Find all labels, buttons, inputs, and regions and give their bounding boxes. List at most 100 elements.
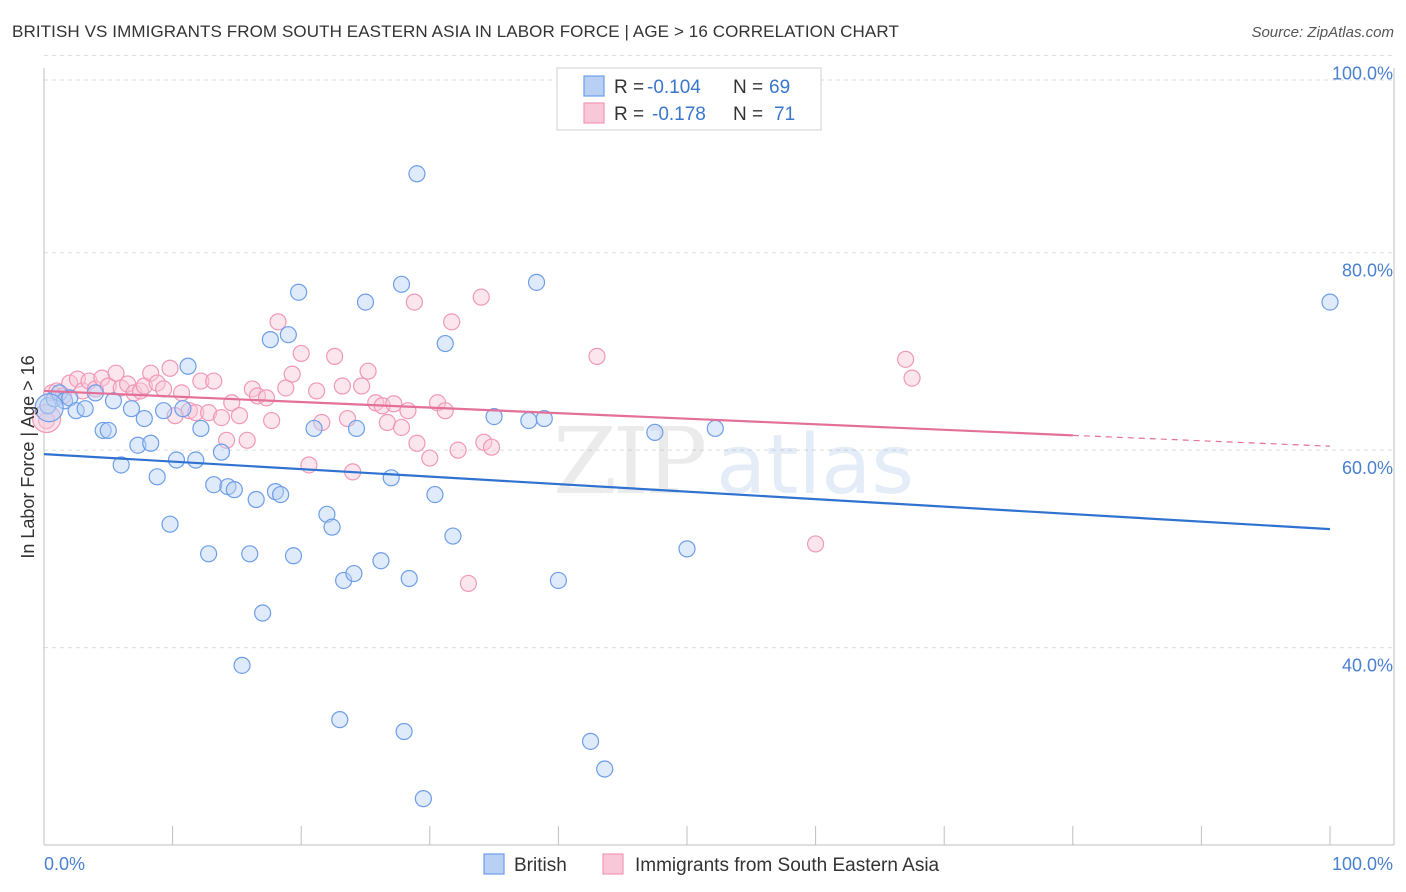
bottom-legend: British Immigrants from South Eastern As… bbox=[483, 853, 940, 876]
y-tick-label-80: 80.0% bbox=[1342, 261, 1393, 281]
y-tick-label-60: 60.0% bbox=[1342, 458, 1393, 478]
immigrants-point bbox=[472, 288, 490, 306]
british-point bbox=[272, 485, 290, 504]
immigrants-point bbox=[148, 374, 166, 392]
x-tick-label-100: 100.0% bbox=[1332, 854, 1393, 874]
british-point bbox=[200, 545, 218, 563]
legend-r-value-immigrants: -0.178 bbox=[652, 104, 706, 125]
y-tick-labels: 40.0% 60.0% 80.0% 100.0% bbox=[1332, 63, 1393, 675]
immigrants-point bbox=[230, 407, 249, 425]
british-point bbox=[549, 571, 568, 590]
series-british-points bbox=[34, 165, 1339, 808]
immigrants-point bbox=[459, 574, 477, 593]
british-point bbox=[345, 564, 363, 583]
immigrants-point bbox=[903, 369, 921, 387]
british-point bbox=[395, 722, 413, 741]
legend-n-value-british: 69 bbox=[769, 77, 790, 98]
immigrants-point bbox=[408, 434, 426, 452]
chart-title: BRITISH VS IMMIGRANTS FROM SOUTH EASTERN… bbox=[12, 22, 899, 41]
chart-source: Source: ZipAtlas.com bbox=[1251, 24, 1394, 41]
y-tick-label-40: 40.0% bbox=[1342, 656, 1393, 676]
immigrants-point bbox=[173, 384, 191, 402]
british-point bbox=[318, 505, 336, 523]
legend-n-value-immigrants: 71 bbox=[774, 104, 795, 125]
immigrants-point bbox=[353, 377, 371, 395]
british-point bbox=[527, 273, 546, 291]
british-point bbox=[99, 421, 117, 440]
immigrants-point bbox=[326, 347, 344, 365]
bottom-legend-label-british: British bbox=[514, 855, 567, 876]
axes bbox=[43, 68, 1395, 846]
british-point bbox=[261, 331, 279, 349]
legend: R = -0.104 N = 69 R = -0.178 N = 71 bbox=[556, 67, 822, 131]
british-point bbox=[323, 518, 341, 536]
british-point bbox=[233, 656, 251, 674]
immigrants-point bbox=[897, 350, 915, 368]
british-point bbox=[247, 490, 265, 509]
british-point bbox=[436, 334, 454, 353]
british-point bbox=[408, 165, 426, 183]
immigrants-point bbox=[205, 372, 223, 390]
british-point bbox=[347, 419, 366, 438]
british-point bbox=[205, 476, 223, 494]
immigrants-point bbox=[405, 293, 423, 311]
immigrants-point bbox=[161, 359, 179, 377]
immigrants-point bbox=[238, 431, 256, 449]
british-point bbox=[148, 468, 166, 486]
immigrants-point bbox=[192, 372, 210, 390]
british-point bbox=[241, 545, 259, 563]
british-point bbox=[225, 481, 243, 499]
immigrants-point bbox=[154, 380, 173, 398]
watermark-atlas: atlas bbox=[716, 418, 914, 513]
british-point bbox=[135, 409, 153, 428]
british-point bbox=[444, 527, 462, 545]
british-point bbox=[187, 451, 205, 469]
british-point bbox=[179, 357, 197, 375]
british-point bbox=[414, 790, 432, 808]
watermark: ZIP atlas bbox=[553, 408, 914, 515]
immigrants-point bbox=[269, 313, 287, 331]
immigrants-point bbox=[212, 408, 231, 427]
y-axis-label: In Labor Force | Age > 16 bbox=[18, 355, 38, 558]
british-point bbox=[535, 409, 553, 428]
british-point bbox=[279, 326, 297, 344]
immigrants-point bbox=[283, 365, 301, 383]
immigrants-point bbox=[482, 438, 501, 456]
british-point bbox=[122, 400, 141, 418]
british-point bbox=[382, 469, 400, 487]
british-point bbox=[76, 400, 94, 418]
immigrants-point bbox=[142, 364, 160, 382]
bottom-legend-label-immigrants: Immigrants from South Eastern Asia bbox=[635, 855, 940, 876]
british-point bbox=[254, 604, 272, 622]
legend-n-label-immigrants: N = bbox=[733, 104, 763, 125]
british-point bbox=[154, 402, 173, 420]
bottom-legend-swatch-british bbox=[483, 853, 505, 875]
british-point bbox=[706, 419, 724, 438]
legend-r-value-british: -0.104 bbox=[647, 77, 701, 98]
immigrants-point bbox=[180, 402, 198, 420]
x-tick-label-0: 0.0% bbox=[44, 854, 85, 874]
immigrants-point bbox=[421, 449, 439, 467]
legend-r-label-british: R = bbox=[614, 77, 644, 98]
bottom-legend-swatch-immigrants bbox=[602, 853, 624, 875]
british-point bbox=[129, 436, 147, 454]
immigrants-point bbox=[385, 395, 403, 413]
british-point bbox=[392, 275, 411, 293]
british-point bbox=[104, 392, 123, 410]
british-point bbox=[485, 408, 503, 426]
british-point bbox=[372, 552, 390, 570]
immigrants-point bbox=[308, 382, 326, 400]
immigrants-point bbox=[200, 404, 218, 422]
british-point bbox=[212, 443, 231, 461]
immigrants-point bbox=[399, 402, 417, 420]
immigrants-point bbox=[333, 377, 351, 395]
british-cluster-point bbox=[34, 393, 64, 423]
british-point bbox=[1321, 293, 1339, 311]
british-point bbox=[290, 283, 308, 301]
immigrants-trend-line bbox=[43, 389, 1073, 437]
british-point bbox=[167, 451, 186, 469]
british-point bbox=[174, 400, 192, 418]
immigrants-point bbox=[588, 347, 606, 365]
legend-swatch-immigrants bbox=[583, 102, 605, 124]
